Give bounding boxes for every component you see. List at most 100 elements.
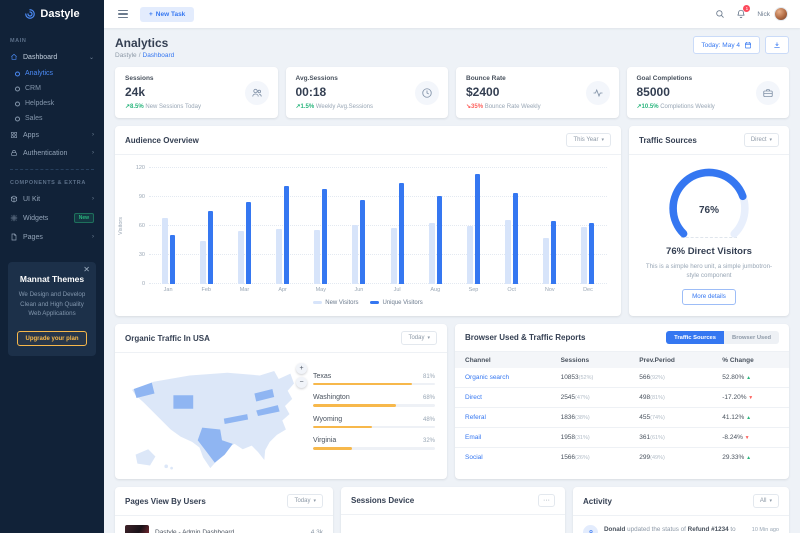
stat-delta: ↘35% Bounce Rate Weekly: [466, 104, 541, 110]
state-row-header: Wyoming 48%: [313, 416, 435, 423]
stat-card-sessions[interactable]: Sessions 24k ↗8.5% New Sessions Today: [115, 67, 278, 118]
organic-filter-select[interactable]: Today ▾: [401, 331, 437, 345]
bar-new-visitors[interactable]: [505, 220, 512, 284]
bar-new-visitors[interactable]: [466, 226, 473, 284]
stat-value: 24k: [125, 85, 146, 99]
bar-unique-visitors[interactable]: [284, 186, 290, 284]
y-tick-label: 60: [138, 223, 145, 229]
brand[interactable]: Dastyle: [0, 0, 104, 28]
bar-new-visitors[interactable]: [199, 241, 206, 284]
stat-card-goal-completions[interactable]: Goal Completions 85000 ↗10.5% Completion…: [626, 67, 789, 118]
bar-new-visitors[interactable]: [581, 226, 588, 284]
sidebar-item-uikit[interactable]: UI Kit ›: [0, 190, 104, 208]
date-picker-button[interactable]: Today: May 4: [693, 36, 760, 54]
bar-unique-visitors[interactable]: [169, 234, 175, 284]
prev-period-cell: 566(92%): [639, 374, 665, 381]
breadcrumb-app[interactable]: Dastyle: [115, 52, 137, 59]
bar-group-dec: [569, 168, 607, 284]
bar-new-visitors[interactable]: [543, 237, 550, 284]
x-tick-label: Jul: [393, 287, 401, 293]
page-view-row[interactable]: Dastyle - Admin Dashboard 4.3k: [115, 516, 333, 533]
channel-link[interactable]: Organic search: [465, 374, 510, 381]
channel-link[interactable]: Social: [465, 454, 483, 461]
chevron-right-icon: ›: [92, 150, 94, 156]
sidebar-subitem-sales[interactable]: Sales: [0, 111, 104, 126]
state-row-header: Virginia 32%: [313, 437, 435, 444]
sidebar-subitem-analytics[interactable]: Analytics: [0, 66, 104, 81]
bar-new-visitors[interactable]: [161, 218, 168, 284]
download-button[interactable]: [765, 36, 789, 54]
trend-up-icon: ▲: [746, 455, 752, 461]
bar-unique-visitors[interactable]: [436, 196, 442, 284]
stat-card-avg-sessions[interactable]: Avg.Sessions 00:18 ↗1.5% Weekly Avg.Sess…: [285, 67, 448, 118]
sidebar-subitem-helpdesk[interactable]: Helpdesk: [0, 96, 104, 111]
bar-unique-visitors[interactable]: [551, 221, 557, 284]
bar-unique-visitors[interactable]: [589, 223, 595, 284]
bar-new-visitors[interactable]: [390, 227, 397, 284]
x-tick-label: Sep: [468, 287, 479, 293]
tab-traffic-sources[interactable]: Traffic Sources: [666, 331, 725, 344]
activity-item[interactable]: Donald updated the status of Refund #123…: [573, 516, 789, 533]
more-details-button[interactable]: More details: [682, 288, 736, 305]
chart-gridline: [149, 196, 607, 197]
prev-period-cell: 361(61%): [629, 427, 713, 448]
bar-unique-visitors[interactable]: [398, 182, 404, 284]
bar-new-visitors[interactable]: [276, 228, 283, 284]
state-row-wyoming: Wyoming 48%: [313, 416, 435, 428]
tab-browser-used[interactable]: Browser Used: [724, 331, 779, 344]
upgrade-plan-button[interactable]: Upgrade your plan: [17, 331, 87, 347]
stat-delta: ↗10.5% Completions Weekly: [636, 104, 715, 110]
hamburger-menu-icon[interactable]: [116, 8, 130, 20]
more-menu-icon[interactable]: ···: [538, 494, 555, 507]
sidebar-item-pages[interactable]: Pages ›: [0, 228, 104, 246]
activity-filter-select[interactable]: All ▾: [752, 494, 779, 508]
sidebar-item-apps[interactable]: Apps ›: [0, 126, 104, 144]
stat-label: Avg.Sessions: [295, 75, 338, 82]
table-row: Social 1566(26%) 299(49%) 29.33% ▲: [455, 447, 789, 467]
map-zoom-in-button[interactable]: +: [296, 363, 307, 374]
bar-unique-visitors[interactable]: [245, 201, 251, 284]
bar-unique-visitors[interactable]: [360, 199, 366, 284]
bar-new-visitors[interactable]: [352, 225, 359, 284]
x-tick-label: Apr: [278, 287, 287, 293]
chart-legend: New Visitors Unique Visitors: [115, 300, 621, 306]
bar-group-feb: [187, 168, 225, 284]
table-column-header: Sessions: [550, 352, 630, 368]
pages-filter-select[interactable]: Today ▾: [287, 494, 323, 508]
bar-new-visitors[interactable]: [314, 229, 321, 284]
table-row: Direct 2545(47%) 498(81%) -17.20% ▼: [455, 387, 789, 408]
sidebar-subitem-crm[interactable]: CRM: [0, 81, 104, 96]
bar-unique-visitors[interactable]: [474, 173, 480, 284]
activity-text: Donald updated the status of Refund #123…: [604, 526, 736, 533]
stat-card-bounce-rate[interactable]: Bounce Rate $2400 ↘35% Bounce Rate Weekl…: [456, 67, 619, 118]
bar-unique-visitors[interactable]: [207, 210, 213, 284]
breadcrumb-page[interactable]: Dashboard: [142, 52, 175, 59]
audience-filter-select[interactable]: This Year ▾: [566, 133, 611, 147]
new-task-button[interactable]: + New Task: [140, 6, 195, 22]
state-bar-track: [313, 382, 435, 385]
y-tick-label: 30: [138, 252, 145, 258]
state-bar-fill: [313, 382, 412, 385]
bar-new-visitors[interactable]: [237, 230, 244, 284]
map-zoom-out-button[interactable]: −: [296, 377, 307, 388]
channel-link[interactable]: Direct: [465, 394, 482, 401]
sidebar-item-dashboard[interactable]: Dashboard ⌄: [0, 48, 104, 66]
traffic-gauge-chart: 76%: [657, 163, 761, 248]
state-bar-fill: [313, 447, 353, 450]
sidebar-item-widgets[interactable]: Widgets New: [0, 208, 104, 228]
panel-title: Activity: [583, 496, 612, 506]
channel-link[interactable]: Email: [465, 434, 482, 441]
user-menu[interactable]: Nick: [757, 7, 788, 21]
search-icon[interactable]: [715, 9, 725, 19]
bar-unique-visitors[interactable]: [513, 193, 519, 284]
close-icon[interactable]: ✕: [83, 265, 90, 274]
usa-map[interactable]: + −: [123, 359, 307, 472]
sidebar-item-authentication[interactable]: Authentication ›: [0, 144, 104, 162]
trend-down-icon: ▼: [744, 435, 750, 441]
bar-new-visitors[interactable]: [428, 223, 435, 284]
bar-unique-visitors[interactable]: [322, 189, 328, 284]
traffic-filter-select[interactable]: Direct ▾: [743, 133, 779, 147]
trend-down-icon: ▼: [748, 395, 754, 401]
bell-icon[interactable]: 1: [736, 5, 751, 19]
channel-link[interactable]: Referal: [465, 414, 486, 421]
